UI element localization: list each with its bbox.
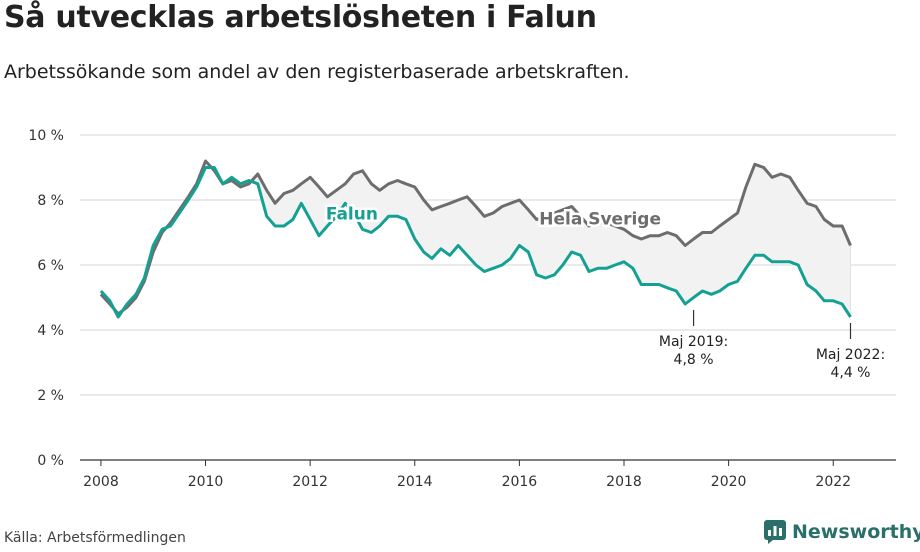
annotations: Maj 2019: 4,8 % Maj 2022: 4,4 % <box>657 310 887 383</box>
brand-logo[interactable]: Newsworthy <box>764 520 920 544</box>
y-tick-label: 6 % <box>37 258 64 274</box>
newsworthy-logo-icon <box>764 520 786 544</box>
x-tick-label: 2020 <box>711 474 747 490</box>
x-tick-label: 2010 <box>188 474 224 490</box>
difference-band <box>100 161 851 317</box>
series-labels: Falun Hela Sverige <box>323 202 663 232</box>
x-tick-label: 2022 <box>815 474 851 490</box>
axes: 0 % 2 % 4 % 6 % 8 % 10 % 2008 2010 2012 2014 2016 2… <box>28 128 896 490</box>
difference-area <box>100 161 851 317</box>
series-label-falun: Falun <box>326 205 378 225</box>
x-tick-label: 2012 <box>292 474 328 490</box>
y-tick-label: 0 % <box>37 453 64 469</box>
y-tick-label: 8 % <box>37 193 64 209</box>
annotation-value: 4,8 % <box>674 352 714 368</box>
y-tick-label: 10 % <box>28 128 64 144</box>
y-tick-label: 2 % <box>37 388 64 404</box>
series-lines <box>99 159 852 319</box>
x-tick-label: 2014 <box>397 474 433 490</box>
annotation-label: Maj 2019: <box>659 334 728 350</box>
x-tick-label: 2016 <box>502 474 538 490</box>
page-subtitle: Arbetssökande som andel av den registerb… <box>4 61 630 83</box>
x-tick-label: 2008 <box>83 474 119 490</box>
annotation-label: Maj 2022: <box>816 347 885 363</box>
brand-name: Newsworthy <box>792 521 920 543</box>
annotation-value: 4,4 % <box>830 365 870 381</box>
x-tick-label: 2018 <box>606 474 642 490</box>
series-line-falun <box>99 166 852 319</box>
series-label-hela-sverige: Hela Sverige <box>539 209 661 229</box>
source-note: Källa: Arbetsförmedlingen <box>4 530 186 546</box>
page-title: Så utvecklas arbetslösheten i Falun <box>4 0 597 35</box>
y-tick-label: 4 % <box>37 323 64 339</box>
